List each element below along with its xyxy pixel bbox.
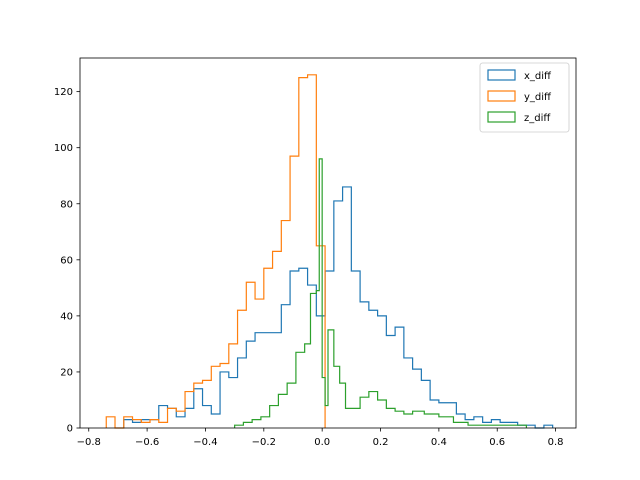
x-axis: −0.8 −0.6 −0.4 −0.2 0.0 0.2 0.4 0.6 0.8 (77, 428, 564, 448)
series-y-diff-step (105, 74, 326, 429)
legend-swatch-z-diff (487, 111, 516, 123)
y-tick-label: 0 (67, 424, 73, 435)
y-tick-label: 60 (60, 255, 73, 266)
x-tick-label: −0.2 (252, 437, 276, 448)
legend: x_diff y_diff z_diff (479, 62, 570, 133)
y-tick-label: 100 (54, 143, 73, 154)
x-tick-label: −0.8 (77, 437, 101, 448)
legend-label-y-diff: y_diff (524, 92, 552, 103)
y-tick-label: 80 (60, 199, 73, 210)
x-tick-label: 0.4 (431, 437, 447, 448)
series-z-diff-step (234, 158, 527, 428)
y-axis: 0 20 40 60 80 100 120 (54, 87, 80, 435)
x-tick-label: −0.4 (193, 437, 217, 448)
series-layer (105, 74, 554, 429)
x-tick-label: 0.6 (489, 437, 505, 448)
x-tick-label: 0.0 (314, 437, 330, 448)
axes-frame (79, 57, 577, 429)
legend-label-x-diff: x_diff (524, 71, 552, 82)
x-tick-label: 0.8 (548, 437, 564, 448)
y-tick-label: 20 (60, 367, 73, 378)
legend-swatch-y-diff (487, 90, 516, 102)
y-tick-label: 40 (60, 311, 73, 322)
y-tick-label: 120 (54, 87, 73, 98)
x-tick-label: −0.6 (135, 437, 159, 448)
series-x-diff-step (123, 186, 554, 429)
x-tick-label: 0.2 (373, 437, 389, 448)
legend-swatch-x-diff (487, 69, 516, 81)
legend-label-z-diff: z_diff (524, 113, 551, 124)
